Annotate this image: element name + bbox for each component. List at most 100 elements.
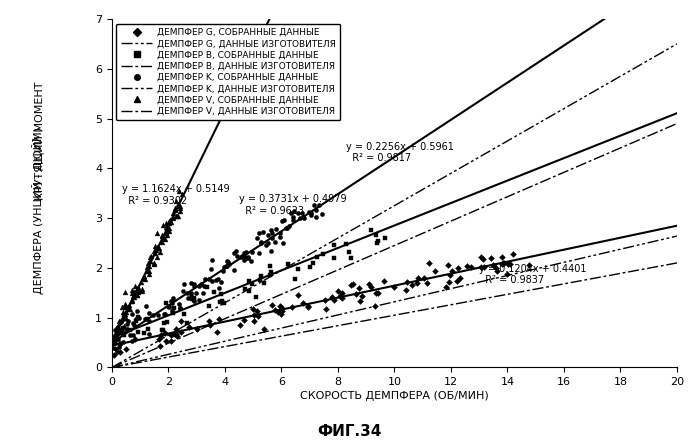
Point (182, 289, 193, 296)
Point (189, 295, 200, 302)
Point (148, 260, 159, 268)
Point (154, 249, 166, 256)
Point (133, 288, 144, 295)
Point (131, 291, 143, 298)
Point (496, 253, 507, 260)
X-axis label: СКОРОСТЬ ДЕМПФЕРА (ОБ/МИН): СКОРОСТЬ ДЕМПФЕРА (ОБ/МИН) (300, 391, 489, 401)
Point (421, 280, 433, 287)
Point (169, 206, 180, 214)
Point (122, 327, 133, 334)
Point (288, 207, 299, 214)
Point (173, 201, 184, 208)
Point (108, 345, 120, 352)
Point (267, 230, 278, 237)
Point (159, 319, 170, 326)
Point (295, 214, 306, 222)
Point (194, 297, 205, 304)
Point (476, 253, 487, 260)
Point (116, 303, 127, 311)
Point (216, 278, 227, 285)
Point (266, 247, 277, 254)
Point (169, 331, 180, 338)
Point (156, 332, 167, 339)
Point (354, 284, 365, 291)
Point (247, 306, 259, 313)
Point (154, 342, 166, 349)
Legend: ДЕМПФЕР G, СОБРАННЫЕ ДАННЫЕ, ДЕМПФЕР G, ДАННЫЕ ИЗГОТОВИТЕЛЯ, ДЕМПФЕР B, СОБРАННЫ: ДЕМПФЕР G, СОБРАННЫЕ ДАННЫЕ, ДЕМПФЕР G, … (116, 23, 340, 120)
Point (282, 225, 293, 232)
Point (350, 291, 361, 298)
Point (264, 262, 275, 269)
Point (107, 332, 118, 339)
Point (178, 311, 189, 318)
Point (239, 285, 250, 292)
Point (161, 228, 172, 235)
Point (114, 341, 125, 348)
Point (223, 259, 234, 266)
Point (188, 281, 199, 288)
Point (241, 248, 252, 255)
Point (186, 280, 197, 287)
Point (169, 204, 180, 211)
Point (357, 292, 368, 299)
Point (288, 216, 299, 223)
Point (161, 225, 172, 232)
Point (388, 284, 399, 291)
Point (114, 318, 125, 325)
Point (219, 263, 230, 270)
Point (116, 319, 127, 326)
Point (278, 240, 289, 247)
Point (138, 272, 150, 280)
Point (191, 289, 202, 296)
Point (298, 214, 309, 221)
Point (248, 318, 259, 325)
Point (406, 282, 417, 289)
Point (497, 260, 508, 267)
Point (128, 293, 139, 300)
Point (189, 282, 200, 289)
Point (195, 280, 206, 287)
Point (171, 213, 182, 220)
Point (213, 316, 224, 323)
Point (258, 228, 269, 235)
Point (127, 338, 138, 345)
Point (328, 297, 339, 304)
Point (366, 284, 377, 291)
Point (151, 244, 162, 251)
Point (168, 304, 180, 311)
Point (153, 245, 164, 252)
Point (146, 253, 157, 260)
Point (148, 259, 159, 266)
Point (243, 254, 254, 261)
Point (164, 303, 175, 311)
Point (277, 217, 288, 224)
Point (122, 303, 134, 310)
Point (316, 210, 327, 217)
Point (115, 339, 126, 346)
Point (123, 317, 134, 324)
Point (412, 275, 424, 282)
Point (174, 300, 185, 307)
Point (442, 262, 454, 269)
Point (178, 280, 189, 288)
Point (143, 317, 154, 324)
Point (496, 260, 507, 268)
Point (310, 213, 321, 220)
Point (491, 268, 503, 275)
Point (165, 331, 176, 338)
Point (157, 232, 168, 239)
Point (182, 294, 194, 301)
Point (161, 224, 172, 231)
Point (178, 288, 189, 295)
Point (163, 218, 174, 225)
Point (160, 338, 171, 345)
Point (243, 288, 254, 295)
Point (199, 276, 210, 283)
Point (152, 311, 163, 319)
Point (110, 324, 122, 331)
Point (266, 227, 277, 234)
Point (173, 188, 185, 195)
Point (452, 278, 463, 285)
Point (238, 316, 250, 323)
Point (258, 280, 269, 287)
